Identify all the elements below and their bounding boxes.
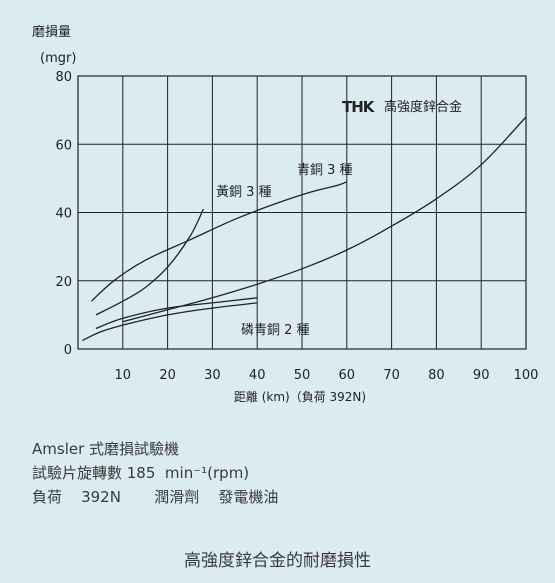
label-brass: 黃銅 3 種 xyxy=(216,184,272,200)
x-ticks: 10 20 30 40 50 60 70 80 90 100 xyxy=(115,368,539,383)
y-tick-label: 20 xyxy=(55,275,72,290)
x-axis-label: 距離 (km)（負荷 392N) xyxy=(234,390,366,404)
series-line-4 xyxy=(82,302,258,342)
figure-caption: 高強度鋅合金的耐磨損性 xyxy=(184,551,371,571)
series-line-3 xyxy=(95,297,258,330)
y-axis-label: 磨損量 xyxy=(32,25,71,40)
grid xyxy=(77,75,527,350)
series-line-0 xyxy=(122,116,527,323)
thk-logo-text: THK xyxy=(342,98,376,116)
y-ticks: 0 20 40 60 80 xyxy=(55,70,72,358)
x-tick-label: 90 xyxy=(473,368,490,383)
x-tick-label: 70 xyxy=(383,368,400,383)
y-tick-label: 60 xyxy=(55,138,72,153)
y-axis-unit: (mgr) xyxy=(40,51,76,66)
series-line-1 xyxy=(95,208,204,316)
x-tick-label: 40 xyxy=(249,368,266,383)
y-tick-label: 0 xyxy=(64,343,72,358)
note-tester: Amsler 式磨損試驗機 xyxy=(32,440,180,458)
x-tick-label: 30 xyxy=(204,368,221,383)
note-load-lubricant: 負荷 392N 潤滑劑 發電機油 xyxy=(32,488,279,506)
label-bronze: 青銅 3 種 xyxy=(297,162,353,178)
y-tick-label: 80 xyxy=(55,70,72,85)
series-lines xyxy=(82,116,527,342)
series-line-2 xyxy=(90,181,348,302)
thk-logo: THK xyxy=(342,98,377,116)
x-tick-label: 80 xyxy=(428,368,445,383)
series-labels: 黃銅 3 種 青銅 3 種 磷青銅 2 種 THK 高強度鋅合金 xyxy=(216,98,462,338)
x-tick-label: 10 xyxy=(115,368,132,383)
x-tick-label: 60 xyxy=(339,368,356,383)
label-phosphor-bronze: 磷青銅 2 種 xyxy=(241,322,310,338)
test-conditions: Amsler 式磨損試驗機 試驗片旋轉數 185 min⁻¹(rpm) 負荷 3… xyxy=(32,437,278,509)
y-tick-label: 40 xyxy=(55,207,72,222)
x-tick-label: 50 xyxy=(294,368,311,383)
note-rotation: 試驗片旋轉數 185 min⁻¹(rpm) xyxy=(32,464,250,482)
x-tick-label: 100 xyxy=(514,368,539,383)
x-tick-label: 20 xyxy=(159,368,176,383)
label-zinc-alloy: 高強度鋅合金 xyxy=(384,99,462,115)
